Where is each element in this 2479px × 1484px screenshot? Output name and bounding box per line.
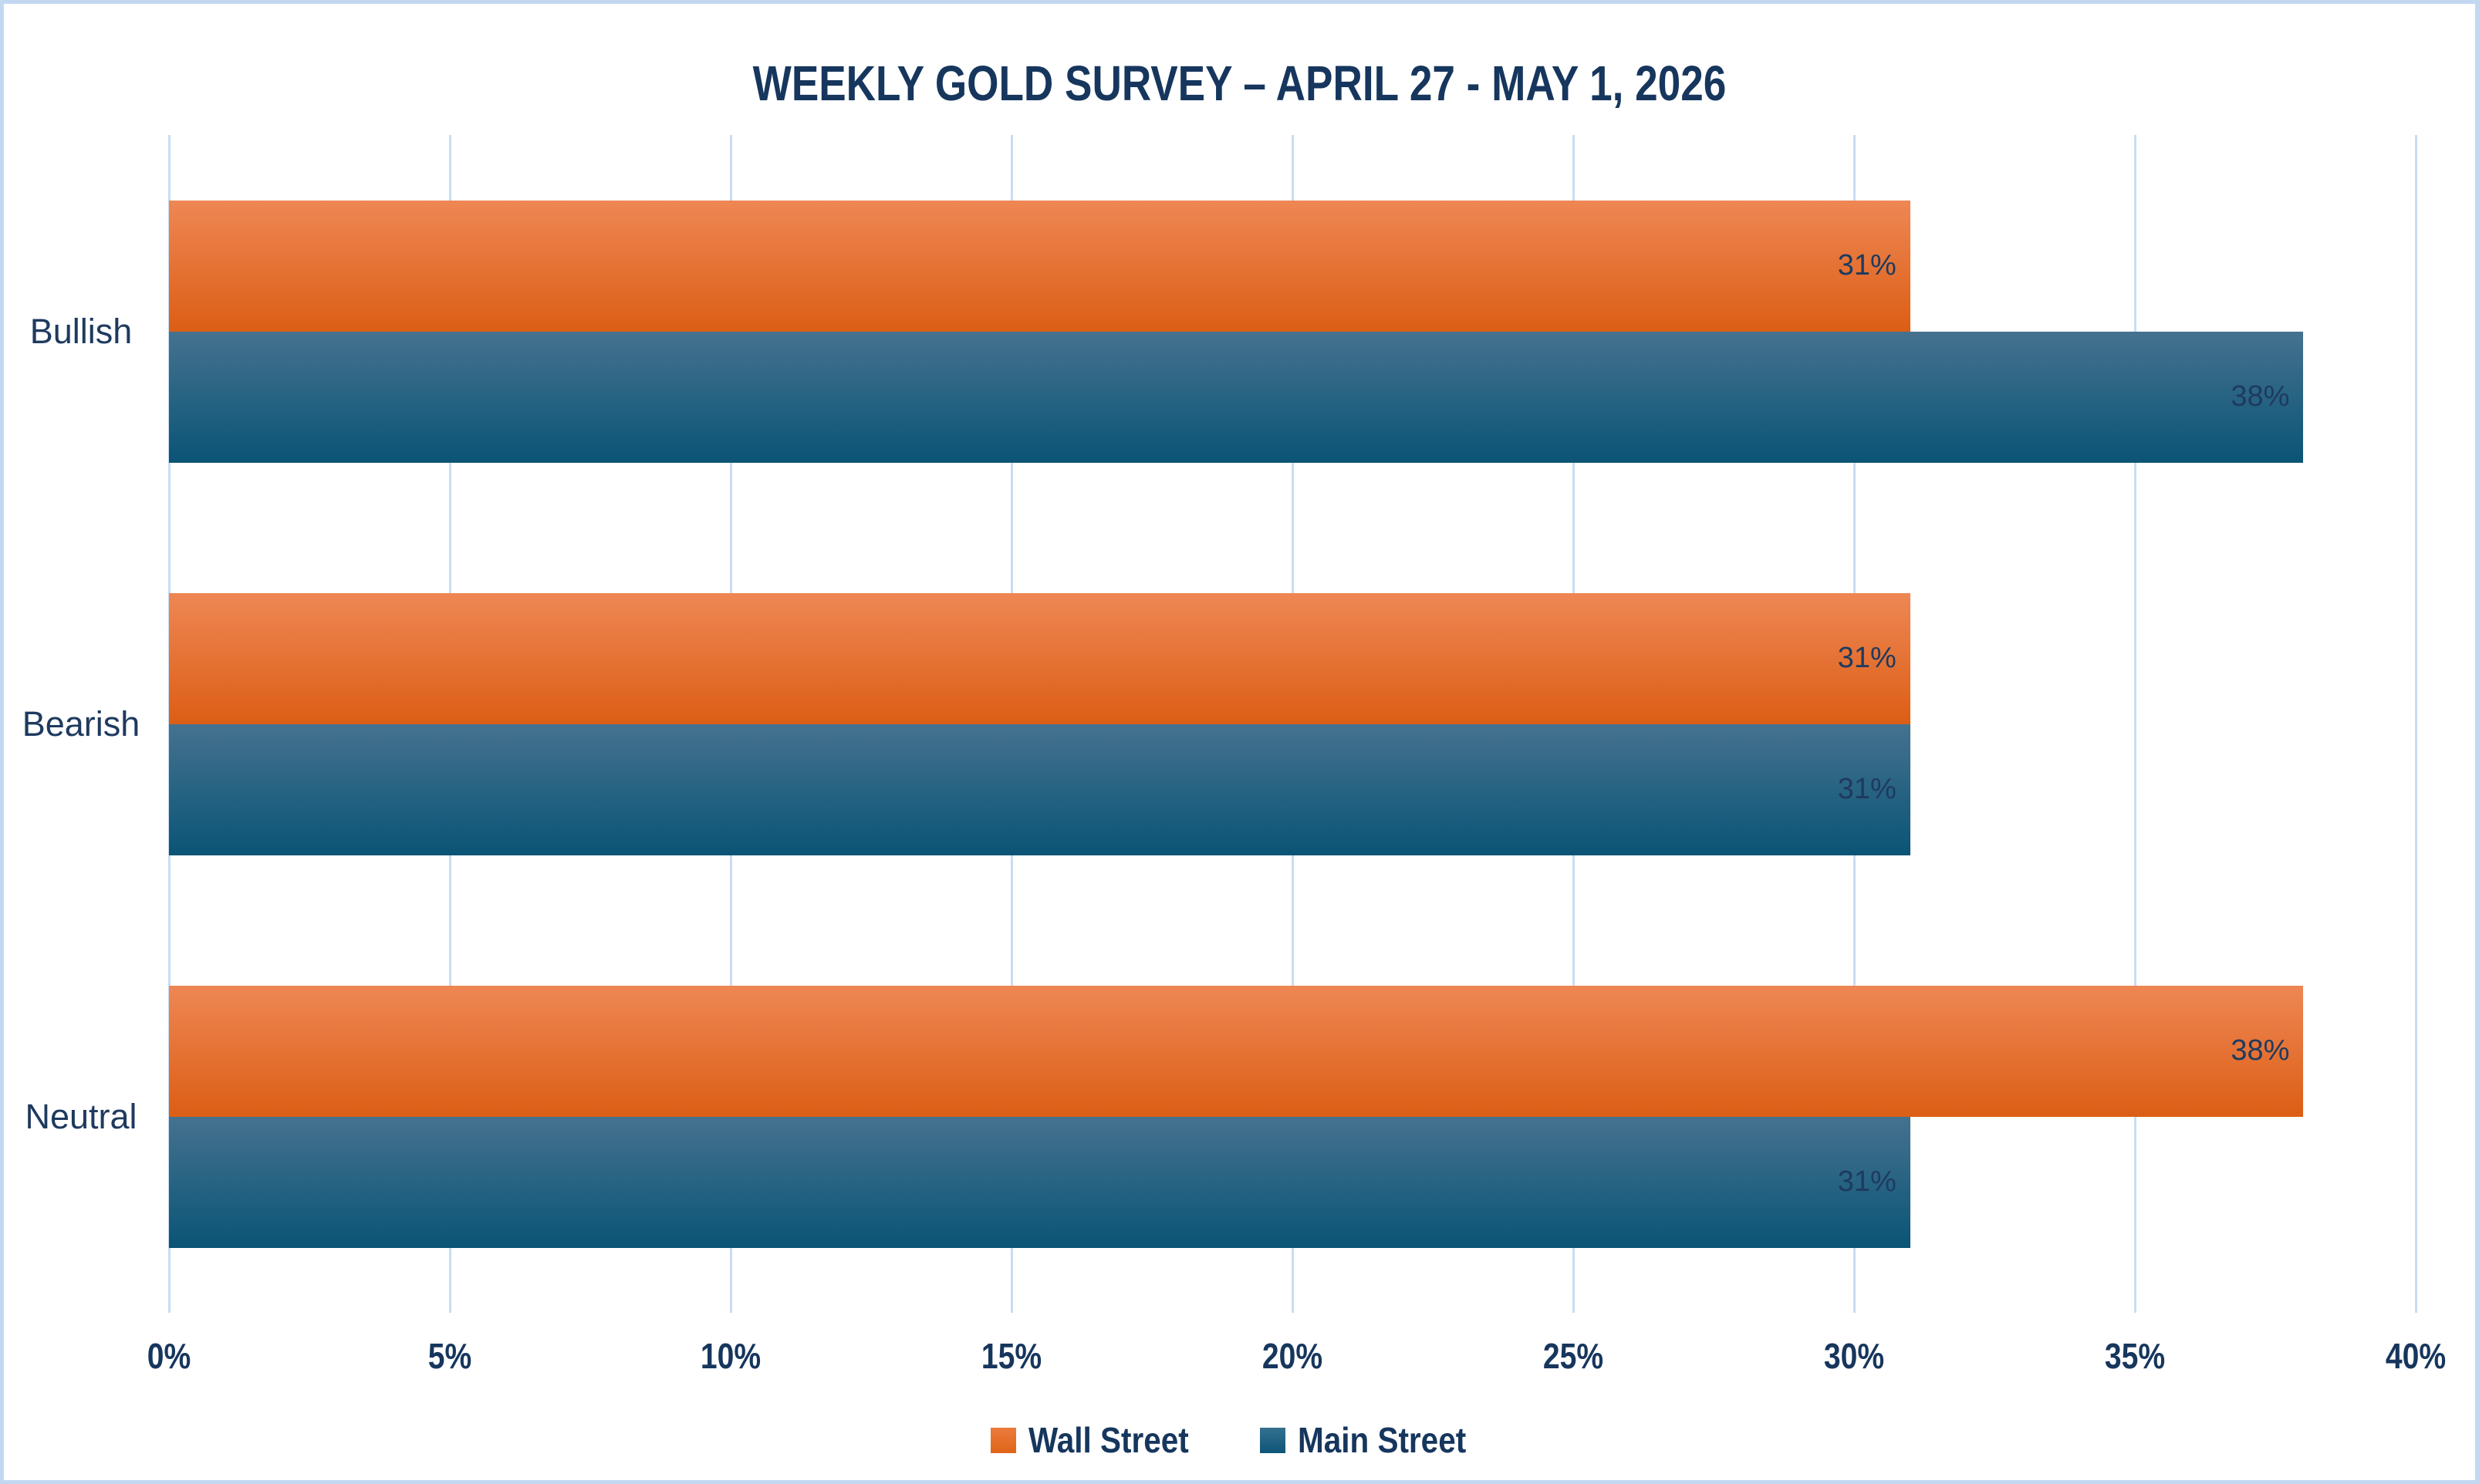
legend-label: Wall Street: [1028, 1420, 1189, 1460]
chart-title: WEEKLY GOLD SURVEY – APRIL 27 - MAY 1, 2…: [752, 56, 1727, 111]
category-label-bullish: Bullish: [29, 311, 133, 351]
bar-bearish-main-street[interactable]: 31%: [169, 723, 1910, 855]
legend-item-main-street[interactable]: Main Street: [1259, 1419, 1489, 1461]
plot-area: 31% 38% 31% 31% 38% 31%: [168, 135, 2417, 1313]
category-axis: Bullish Bearish Neutral: [4, 4, 2475, 1480]
bar-neutral-wall-street[interactable]: 38%: [169, 985, 2304, 1117]
x-axis-tick-label: 10%: [700, 1336, 762, 1376]
legend: Wall Street Main Street: [4, 1412, 2475, 1468]
bar-bullish-main-street[interactable]: 38%: [169, 331, 2304, 463]
x-axis-tick-label: 15%: [981, 1336, 1042, 1376]
legend-swatch-main-street: [1259, 1427, 1285, 1453]
data-label: 38%: [2231, 1034, 2290, 1067]
x-axis-tick-label: 20%: [1261, 1336, 1323, 1376]
x-axis-tick-label: 35%: [2104, 1336, 2166, 1376]
data-label: 38%: [2231, 380, 2290, 413]
x-axis-tick-label: 40%: [2385, 1336, 2447, 1376]
x-axis-tick-label: 0%: [147, 1336, 191, 1376]
legend-item-wall-street[interactable]: Wall Street: [990, 1419, 1211, 1461]
bar-bearish-wall-street[interactable]: 31%: [169, 592, 1910, 724]
data-label: 31%: [1837, 642, 1896, 674]
bar-neutral-main-street[interactable]: 31%: [169, 1116, 1910, 1248]
x-axis-tick-label: 30%: [1823, 1336, 1885, 1376]
legend-label: Main Street: [1297, 1420, 1466, 1460]
gridline: [2415, 135, 2417, 1313]
data-label: 31%: [1837, 1165, 1896, 1198]
category-label-bearish: Bearish: [22, 703, 140, 744]
gridline: [2134, 135, 2136, 1313]
bar-bullish-wall-street[interactable]: 31%: [169, 200, 1910, 332]
data-label: 31%: [1837, 773, 1896, 805]
x-axis-tick-label: 25%: [1542, 1336, 1604, 1376]
legend-swatch-wall-street: [990, 1427, 1016, 1453]
x-axis-tick-label: 5%: [427, 1336, 472, 1376]
data-label: 31%: [1837, 249, 1896, 282]
category-label-neutral: Neutral: [25, 1096, 137, 1136]
value-axis: 0% 5% 10% 15% 20% 25% 30% 35% 40%: [4, 4, 2475, 1480]
